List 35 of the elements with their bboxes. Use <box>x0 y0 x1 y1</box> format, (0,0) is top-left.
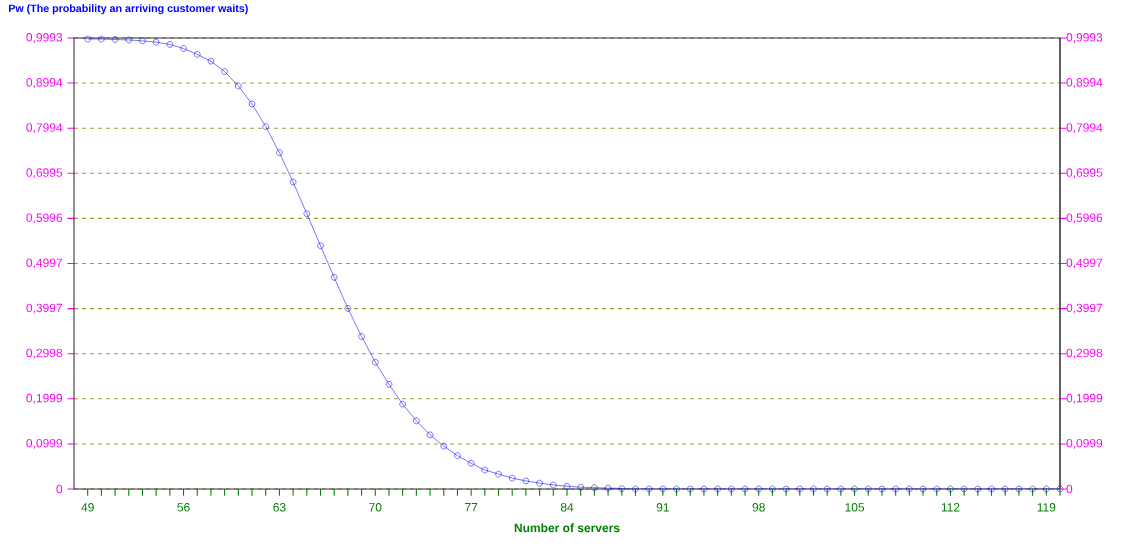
y-tick-label: 0,7994 <box>26 123 63 134</box>
x-tick-label: 56 <box>177 503 190 512</box>
y2-tick-label: 0,1999 <box>1066 393 1103 404</box>
x-tick-label: 119 <box>1037 503 1056 512</box>
x-tick-label: 70 <box>369 503 382 512</box>
y-tick-label: 0,9993 <box>26 33 63 43</box>
x-axis-title: Number of servers <box>514 523 620 533</box>
x-tick-label: 77 <box>465 503 478 512</box>
y-tick-label: 0,2998 <box>26 348 63 359</box>
y-tick-label: 0,5996 <box>26 213 63 224</box>
y2-tick-label: 0,7994 <box>1066 123 1103 134</box>
y2-tick-label: 0,9993 <box>1066 33 1103 43</box>
y2-tick-label: 0,0999 <box>1066 438 1103 449</box>
x-tick-label: 49 <box>81 503 94 512</box>
y-tick-label: 0,1999 <box>26 393 63 404</box>
y2-tick-label: 0 <box>1066 484 1073 494</box>
y2-tick-label: 0,8994 <box>1066 78 1103 89</box>
y-tick-label: 0 <box>56 484 63 494</box>
y2-tick-label: 0,4997 <box>1066 258 1103 269</box>
y-tick-label: 0,4997 <box>26 258 63 269</box>
y-tick-label: 0,6995 <box>26 168 63 179</box>
y2-tick-label: 0,3997 <box>1066 303 1103 314</box>
x-tick-label: 105 <box>845 503 865 512</box>
y2-tick-label: 0,2998 <box>1066 348 1103 359</box>
y2-tick-label: 0,5996 <box>1066 213 1103 224</box>
x-tick-label: 98 <box>752 503 765 512</box>
chart-title: Pw (The probability an arriving customer waits) <box>8 4 248 15</box>
y-tick-label: 0,0999 <box>26 438 63 449</box>
y-tick-label: 0,3997 <box>26 303 63 314</box>
x-tick-label: 63 <box>273 503 286 512</box>
y2-tick-label: 0,6995 <box>1066 168 1103 179</box>
x-tick-label: 112 <box>941 503 960 512</box>
x-tick-label: 84 <box>560 503 574 512</box>
x-tick-label: 91 <box>656 503 669 512</box>
y-tick-label: 0,8994 <box>26 78 63 89</box>
